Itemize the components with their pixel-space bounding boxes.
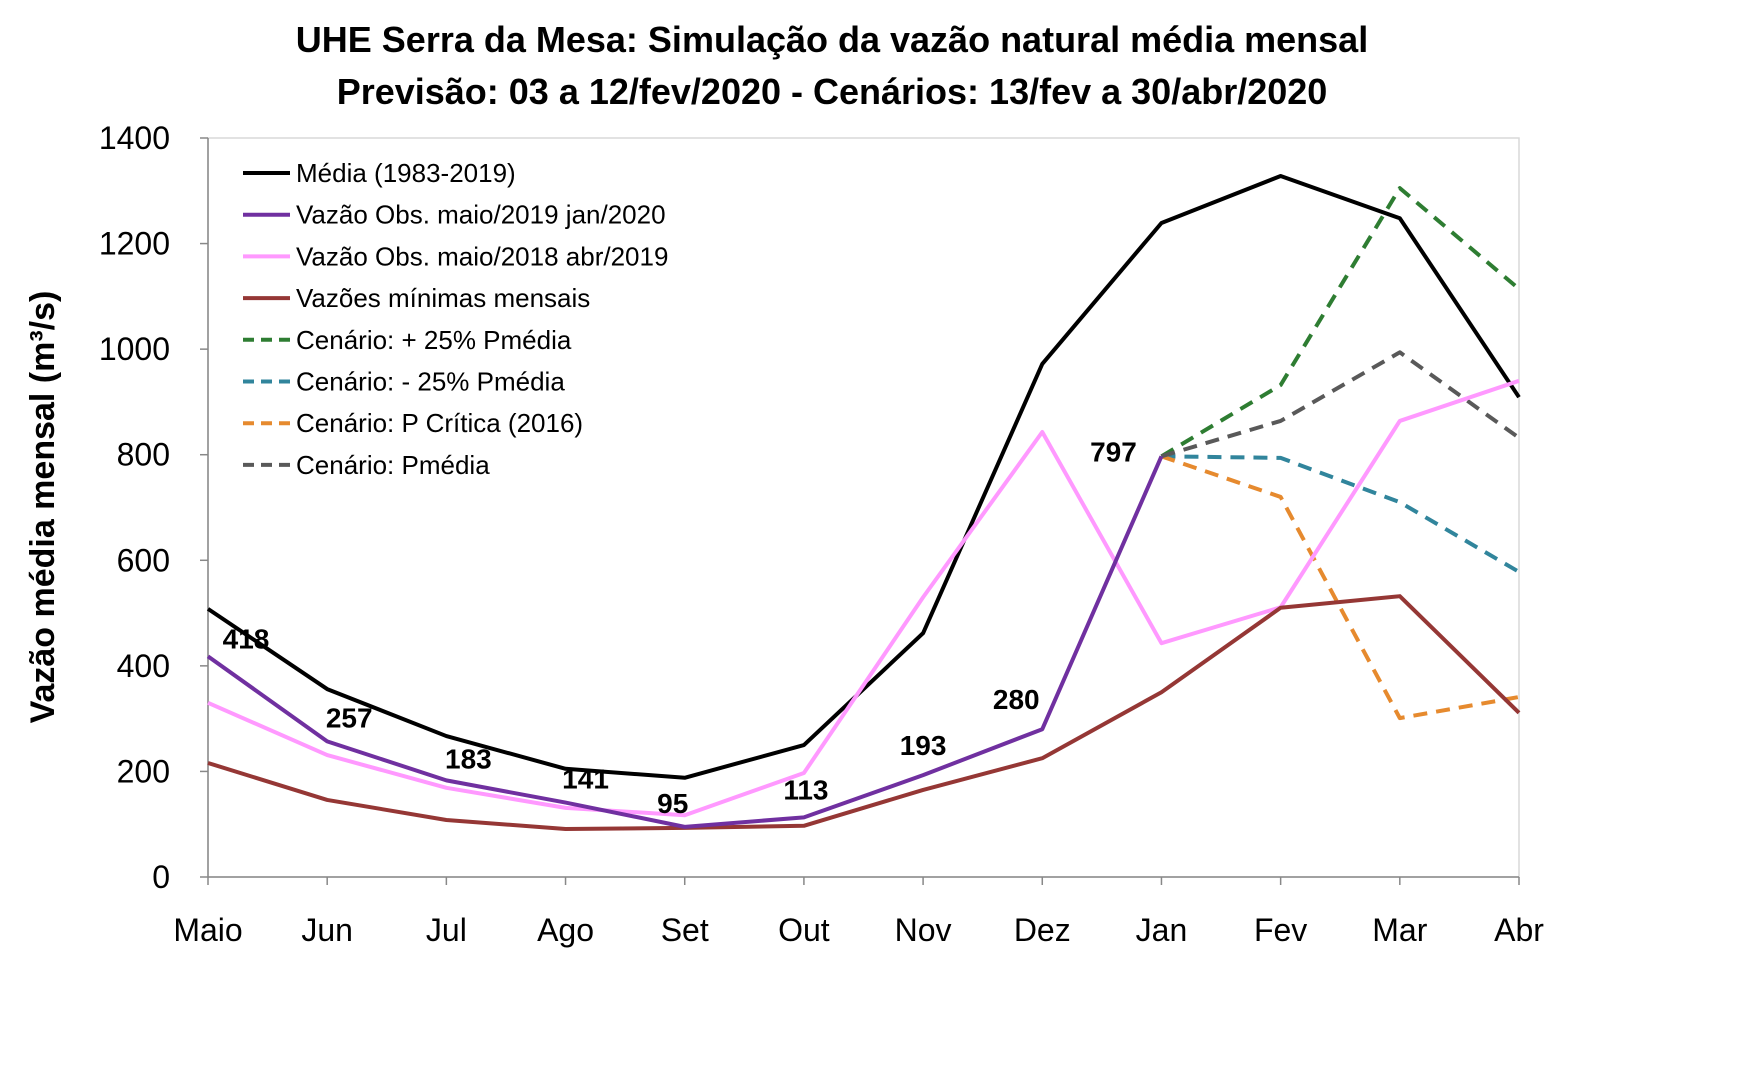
x-tick-label: Ago [537,912,594,948]
x-tick-label: Abr [1494,912,1544,948]
data-label: 797 [1090,436,1137,467]
chart-title: UHE Serra da Mesa: Simulação da vazão na… [296,19,1368,60]
y-tick-label: 800 [117,437,170,473]
x-tick-label: Dez [1014,912,1071,948]
series-line [206,455,1164,829]
series-line [1161,454,1521,574]
legend-label: Vazão Obs. maio/2019 jan/2020 [296,200,666,230]
x-tick-label: Jan [1136,912,1188,948]
chart-subtitle: Previsão: 03 a 12/fev/2020 - Cenários: 1… [337,71,1328,112]
data-label: 418 [223,623,270,654]
series-line [207,594,1521,831]
data-label: 257 [326,702,373,733]
x-tick-label: Maio [173,912,242,948]
y-tick-label: 400 [117,648,170,684]
data-label: 95 [657,788,688,819]
y-tick-label: 600 [117,542,170,578]
y-axis-label: Vazão média mensal (m³/s) [24,291,62,724]
series-line [206,174,1521,780]
legend-label: Cenário: + 25% Pmédia [296,325,572,355]
y-tick-label: 1200 [99,226,170,262]
y-tick-label: 1400 [99,120,170,156]
x-tick-label: Jun [301,912,353,948]
legend-label: Média (1983-2019) [296,158,516,188]
x-tick-label: Set [661,912,709,948]
legend-label: Vazões mínimas mensais [296,283,590,313]
legend-label: Cenário: - 25% Pmédia [296,367,565,397]
y-tick-label: 1000 [99,331,170,367]
x-tick-label: Jul [426,912,467,948]
y-tick-label: 0 [152,859,170,895]
x-tick-label: Mar [1372,912,1427,948]
x-tick-label: Fev [1254,912,1307,948]
x-tick-label: Nov [895,912,952,948]
series-line [1160,186,1521,459]
series-line [1160,350,1521,459]
data-label: 280 [993,684,1040,715]
legend-label: Vazão Obs. maio/2018 abr/2019 [296,241,668,271]
legend-label: Cenário: Pmédia [296,450,490,480]
x-tick-label: Out [778,912,830,948]
series-line [1160,454,1520,721]
data-label: 183 [445,743,492,774]
data-label: 141 [562,764,609,795]
legend-label: Cenário: P Crítica (2016) [296,408,583,438]
data-label: 113 [783,774,828,805]
data-label: 193 [900,730,947,761]
series-line [207,378,1520,818]
y-tick-label: 200 [117,753,170,789]
